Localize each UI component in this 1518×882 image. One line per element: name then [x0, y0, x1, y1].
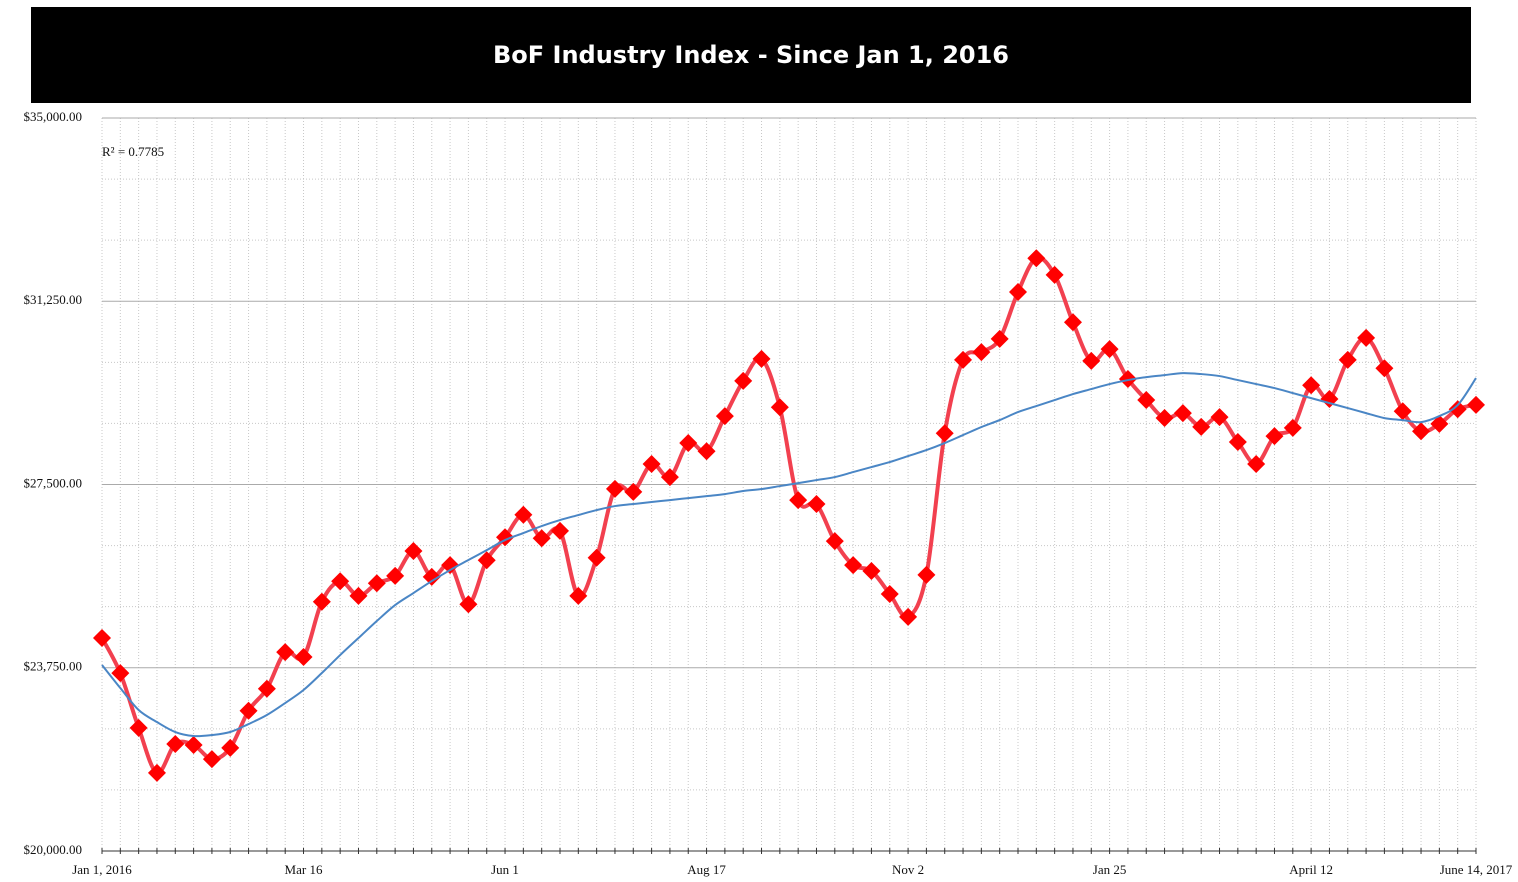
point [239, 701, 258, 720]
point [587, 548, 606, 567]
y-tick-label: $20,000.00 [24, 842, 83, 857]
point [422, 567, 441, 586]
point [1137, 390, 1156, 409]
point [331, 572, 350, 591]
point [166, 734, 185, 753]
point [257, 679, 276, 698]
point [1155, 409, 1174, 428]
point [532, 529, 551, 548]
point [1247, 454, 1266, 473]
point [954, 350, 973, 369]
point [789, 491, 808, 510]
point [202, 750, 221, 769]
point [697, 442, 716, 461]
point [1283, 418, 1302, 437]
y-tick-label: $23,750.00 [24, 659, 83, 674]
point [624, 482, 643, 501]
point [221, 738, 240, 757]
r-squared: R² = 0.7785 [102, 144, 164, 159]
point [1393, 402, 1412, 421]
point [825, 532, 844, 551]
point [1118, 369, 1137, 388]
point [679, 433, 698, 452]
point [129, 718, 148, 737]
axes: $20,000.00 $23,750.00 $27,500.00 $31,250.00… [24, 109, 1513, 877]
point [1228, 432, 1247, 451]
point [1210, 408, 1229, 427]
chart-title: BoF Industry Index - Since Jan 1, 2016 [493, 41, 1009, 69]
x-tick-label: Nov 2 [892, 862, 924, 877]
point [386, 566, 405, 585]
y-tick-label: $31,250.00 [24, 292, 83, 307]
x-tick-label: Mar 16 [285, 862, 323, 877]
point [147, 763, 166, 782]
trendline [101, 372, 1477, 738]
x-tick-label: Jan 1, 2016 [72, 862, 132, 877]
point [1063, 313, 1082, 332]
marks [93, 249, 1485, 782]
point [349, 586, 368, 605]
point [990, 329, 1009, 348]
point [862, 561, 881, 580]
point [569, 586, 588, 605]
point [880, 584, 899, 603]
point [1338, 350, 1357, 369]
point [1192, 417, 1211, 436]
point [404, 541, 423, 560]
y-tick-label: $35,000.00 [24, 109, 83, 124]
point [1448, 400, 1467, 419]
point [276, 643, 295, 662]
point [807, 495, 826, 514]
point [935, 424, 954, 443]
point [294, 647, 313, 666]
point [477, 551, 496, 570]
x-tick-label: Jan 25 [1093, 862, 1127, 877]
y-tick-label: $27,500.00 [24, 475, 83, 490]
point [111, 664, 130, 683]
x-tick-label: June 14, 2017 [1440, 862, 1513, 877]
point [551, 521, 569, 540]
point [459, 595, 478, 614]
point [917, 565, 936, 584]
point [715, 407, 734, 426]
x-tick-label: April 12 [1289, 862, 1333, 877]
point [899, 607, 918, 626]
point [972, 343, 991, 362]
point [1265, 427, 1284, 446]
point [1009, 282, 1027, 301]
point [770, 398, 789, 417]
point [1375, 359, 1394, 378]
point [605, 479, 624, 498]
point [1082, 351, 1101, 370]
x-tick-label: Aug 17 [687, 862, 726, 877]
point [1357, 328, 1376, 347]
point [1467, 395, 1485, 414]
point [1027, 249, 1046, 268]
point [660, 468, 679, 487]
point [514, 505, 533, 524]
point [1045, 265, 1064, 284]
point [441, 556, 460, 575]
point [93, 628, 111, 647]
point [1430, 414, 1449, 433]
point [312, 592, 331, 611]
title-bar [31, 7, 1471, 103]
point [1173, 404, 1192, 423]
point [844, 556, 863, 575]
point [752, 349, 771, 368]
point [367, 574, 386, 593]
point [1100, 340, 1119, 359]
point [1302, 376, 1321, 395]
x-tick-label: Jun 1 [491, 862, 519, 877]
line [100, 255, 1477, 775]
point [1412, 422, 1431, 441]
point [184, 735, 203, 754]
point [734, 371, 753, 390]
point [642, 454, 661, 473]
